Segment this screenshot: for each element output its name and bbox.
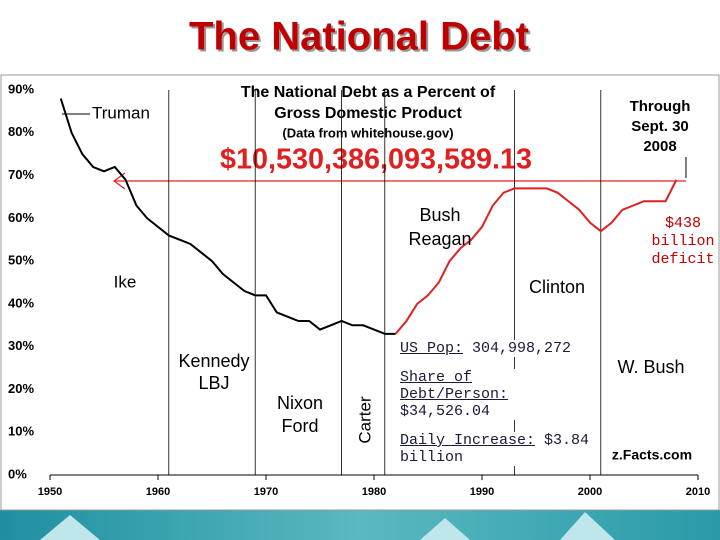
- annotation: Ike: [114, 272, 137, 291]
- stat-label: Daily Increase:: [400, 432, 536, 449]
- y-tick-label: 90%: [8, 81, 34, 96]
- y-tick-label: 70%: [8, 167, 34, 182]
- annotation: Kennedy: [178, 351, 249, 371]
- stat: US Pop: 304,998,272: [400, 340, 600, 357]
- annotation: 2008: [643, 138, 676, 155]
- annotation: $438: [665, 215, 701, 232]
- chart-subtitle: (Data from whitehouse.gov): [282, 125, 453, 140]
- stat: Share of Debt/Person: $34,526.04: [400, 369, 535, 420]
- x-tick-label: 1980: [362, 486, 386, 498]
- slide-title: The National Debt: [189, 15, 529, 59]
- y-tick-label: 10%: [8, 424, 34, 439]
- stats: US Pop: 304,998,272 Share of Debt/Person:…: [400, 340, 600, 478]
- y-tick-label: 20%: [8, 381, 34, 396]
- slide-title-shadow: The National Debt: [191, 17, 531, 61]
- x-tick-label: 1990: [470, 486, 494, 498]
- chart-title: Gross Domestic Product: [274, 105, 462, 122]
- annotation: Bush: [419, 205, 460, 225]
- annotation: Reagan: [408, 229, 471, 249]
- annotation: Clinton: [529, 277, 585, 297]
- stat: Daily Increase: $3.84 billion: [400, 432, 600, 466]
- annotation: deficit: [651, 251, 714, 268]
- annotation: LBJ: [198, 373, 229, 393]
- stat-value: $34,526.04: [400, 403, 491, 420]
- annotation: Nixon: [277, 393, 323, 413]
- debt-line: [59, 98, 396, 335]
- annotation: Ford: [281, 416, 318, 436]
- y-tick-label: 60%: [8, 210, 34, 225]
- annotation: Through: [630, 98, 691, 115]
- x-tick-label: 1960: [146, 486, 170, 498]
- y-tick-label: 80%: [8, 124, 34, 139]
- annotation: billion: [651, 233, 714, 250]
- annotation: Truman: [92, 103, 150, 122]
- debt-line: [394, 179, 678, 335]
- footer-strip: [0, 510, 720, 540]
- stat-label: US Pop:: [400, 340, 464, 357]
- annotation: Carter: [355, 396, 374, 444]
- stat-value: $3.84 billion: [400, 432, 590, 466]
- stat-value: 304,998,272: [472, 340, 572, 357]
- y-tick-label: 30%: [8, 338, 34, 353]
- x-tick-label: 1970: [254, 486, 278, 498]
- y-tick-label: 0%: [8, 466, 27, 481]
- chart-title: The National Debt as a Percent of: [241, 84, 496, 101]
- annotation: z.Facts.com: [612, 447, 692, 463]
- stat-label: Share of Debt/Person:: [400, 369, 509, 403]
- annotation: W. Bush: [617, 357, 684, 377]
- y-tick-label: 50%: [8, 253, 34, 268]
- x-tick-label: 2000: [578, 486, 602, 498]
- debt-label: $10,530,386,093,589.13: [220, 144, 532, 176]
- annotation: Sept. 30: [631, 118, 689, 135]
- x-tick-label: 1950: [38, 486, 62, 498]
- y-tick-label: 40%: [8, 295, 34, 310]
- x-tick-label: 2010: [686, 486, 710, 498]
